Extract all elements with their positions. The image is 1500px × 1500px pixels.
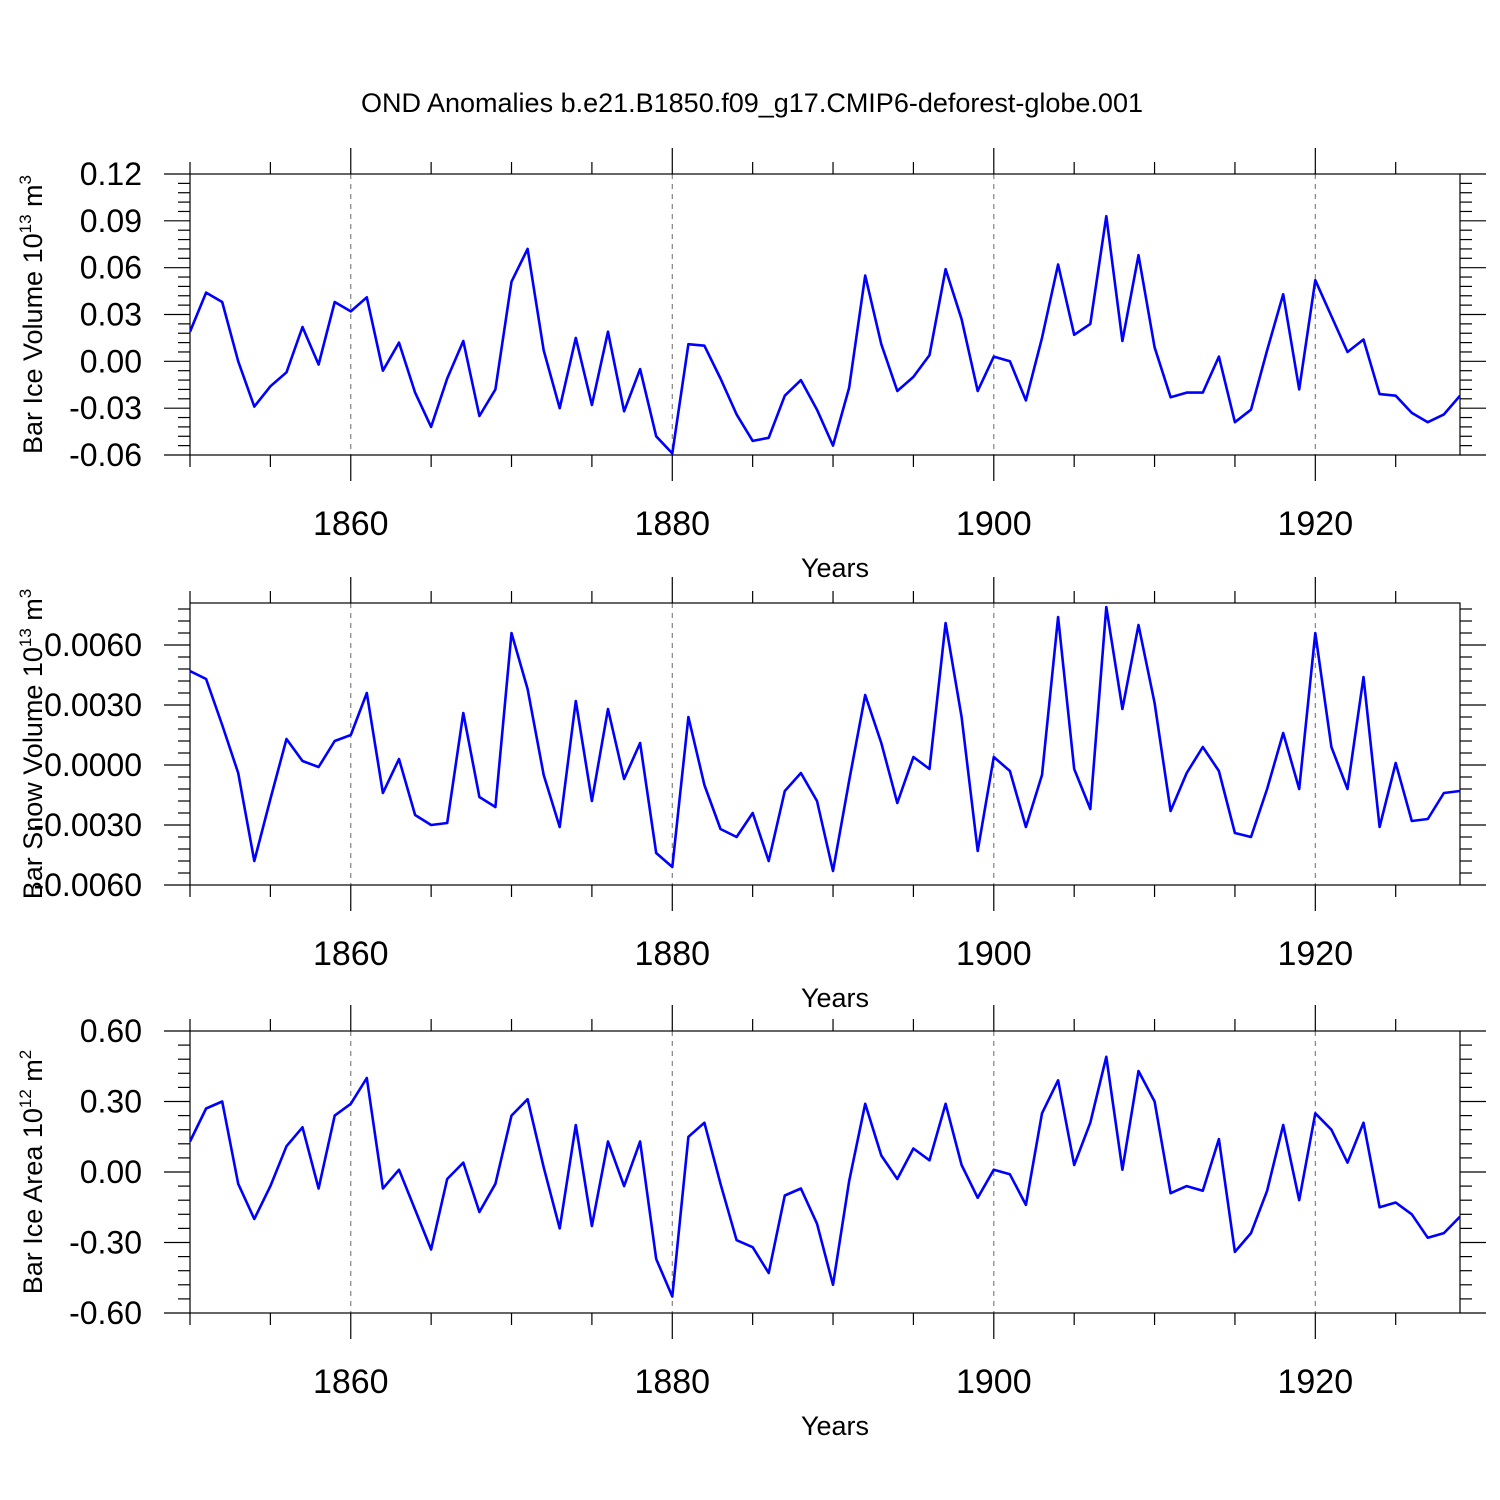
y-tick-label: 0.0060 <box>44 627 142 663</box>
y-tick-label: 0.00 <box>80 1154 142 1190</box>
y-tick-label: -0.30 <box>69 1225 142 1261</box>
chart-panel-3: 1860 1880 1900 1920 -0.60 -0.30 0.00 0.30 0.60 Ye… <box>16 1005 1486 1441</box>
x-tick-label: 1920 <box>1277 935 1353 973</box>
y-tick-label: -0.0030 <box>33 807 142 843</box>
y-tick-label: -0.60 <box>69 1295 142 1331</box>
plot-frame <box>189 602 1461 886</box>
y-tick-label: -0.0060 <box>33 867 142 903</box>
x-axis-label: Years <box>801 983 869 1013</box>
x-axis-label: Years <box>801 553 869 583</box>
x-tick-label: 1880 <box>634 505 710 543</box>
x-tick-label: 1880 <box>634 1363 710 1401</box>
x-tick-label: 1900 <box>956 935 1032 973</box>
y-tick-label: 0.60 <box>80 1013 142 1049</box>
y-tick-label: 0.0030 <box>44 687 142 723</box>
y-axis-label: Bar Ice Volume 1013 m3 <box>16 175 48 454</box>
y-axis-label: Bar Ice Area 1012 m2 <box>16 1050 48 1295</box>
series-line-bar-ice-volume <box>190 214 1460 455</box>
plot-frame <box>189 173 1461 456</box>
y-tick-label: 0.30 <box>80 1084 142 1120</box>
x-tick-label: 1880 <box>634 935 710 973</box>
x-tick-label: 1860 <box>313 505 389 543</box>
y-axis-label: Bar Snow Volume 1013 m3 <box>16 589 48 900</box>
x-tick-label: 1900 <box>956 1363 1032 1401</box>
y-tick-label: 0.03 <box>80 297 142 333</box>
chart-panel-2: 1860 1880 1900 1920 -0.0060 -0.0030 0.0000 0.00… <box>16 577 1486 1013</box>
x-axis-label: Years <box>801 1411 869 1441</box>
y-tick-label: 0.12 <box>80 156 142 192</box>
y-tick-label: 0.09 <box>80 203 142 239</box>
series-line-bar-snow-volume <box>190 605 1460 873</box>
y-tick-label: -0.06 <box>69 437 142 473</box>
y-tick-label: 0.06 <box>80 250 142 286</box>
chart-panel-1: 1860 1880 1900 1920 -0.06 -0.03 0.00 0.03 0.06 0.… <box>16 148 1486 583</box>
y-tick-label: 0.0000 <box>44 747 142 783</box>
x-tick-label: 1860 <box>313 1363 389 1401</box>
figure-title: OND Anomalies b.e21.B1850.f09_g17.CMIP6-… <box>361 88 1143 118</box>
x-tick-label: 1860 <box>313 935 389 973</box>
y-tick-label: 0.00 <box>80 343 142 379</box>
x-tick-label: 1920 <box>1277 505 1353 543</box>
x-tick-label: 1900 <box>956 505 1032 543</box>
series-line-bar-ice-area <box>190 1055 1460 1298</box>
y-tick-label: -0.03 <box>69 390 142 426</box>
x-tick-label: 1920 <box>1277 1363 1353 1401</box>
